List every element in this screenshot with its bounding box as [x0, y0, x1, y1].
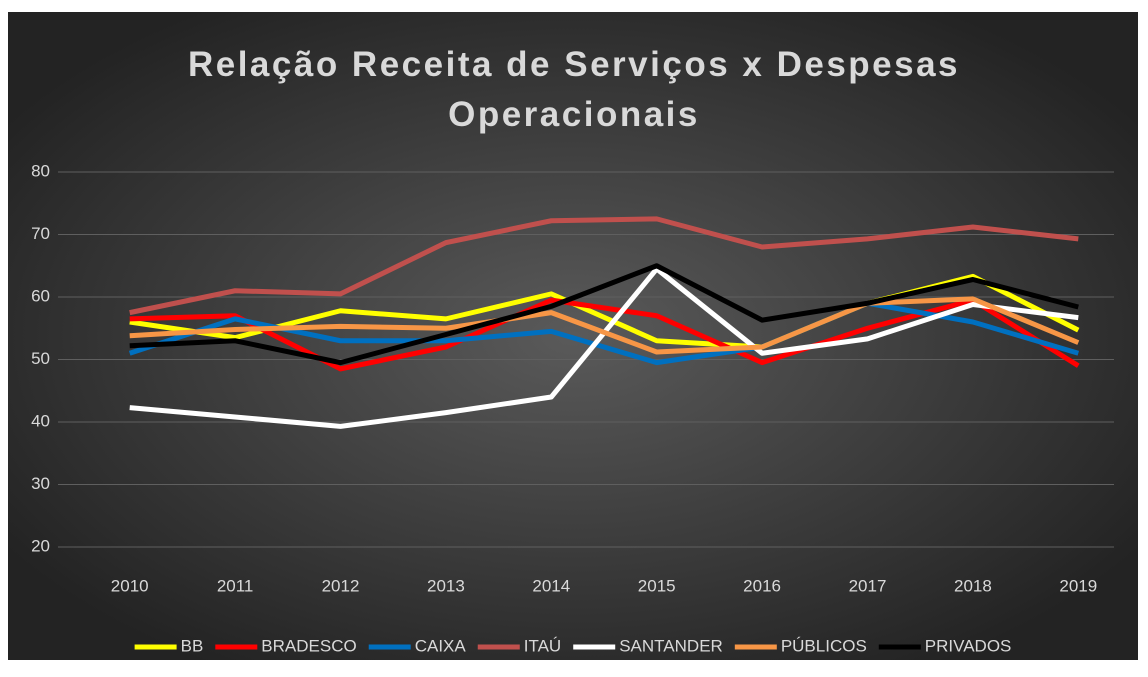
x-tick-label: 2011: [217, 576, 254, 595]
x-tick-label: 2018: [954, 576, 992, 595]
legend-label: BRADESCO: [261, 636, 356, 655]
y-tick-label: 80: [31, 161, 50, 180]
legend-label: CAIXA: [415, 636, 467, 655]
legend-label: ITAÚ: [524, 636, 561, 655]
y-tick-label: 50: [31, 349, 50, 368]
y-tick-label: 70: [31, 224, 50, 243]
legend-label: BB: [181, 636, 204, 655]
series-line: [129, 263, 1079, 366]
x-tick-label: 2012: [322, 576, 360, 595]
x-tick-label: 2010: [111, 576, 149, 595]
x-tick-label: 2016: [743, 576, 781, 595]
legend-label: SANTANDER: [619, 636, 723, 655]
x-tick-label: 2014: [532, 576, 570, 595]
x-tick-label: 2017: [849, 576, 887, 595]
y-tick-label: 20: [31, 536, 50, 555]
y-tick-label: 30: [31, 474, 50, 493]
legend-label: PÚBLICOS: [781, 636, 867, 655]
series-line: [129, 216, 1079, 316]
y-tick-label: 60: [31, 286, 50, 305]
x-tick-label: 2015: [638, 576, 676, 595]
y-tick-label: 40: [31, 411, 50, 430]
legend-label: PRIVADOS: [925, 636, 1012, 655]
series-line: [129, 296, 1080, 355]
chart-title: Relação Receita de Serviços x Despesas O…: [187, 45, 961, 134]
x-tick-label: 2013: [427, 576, 465, 595]
x-tick-label: 2019: [1059, 576, 1097, 595]
